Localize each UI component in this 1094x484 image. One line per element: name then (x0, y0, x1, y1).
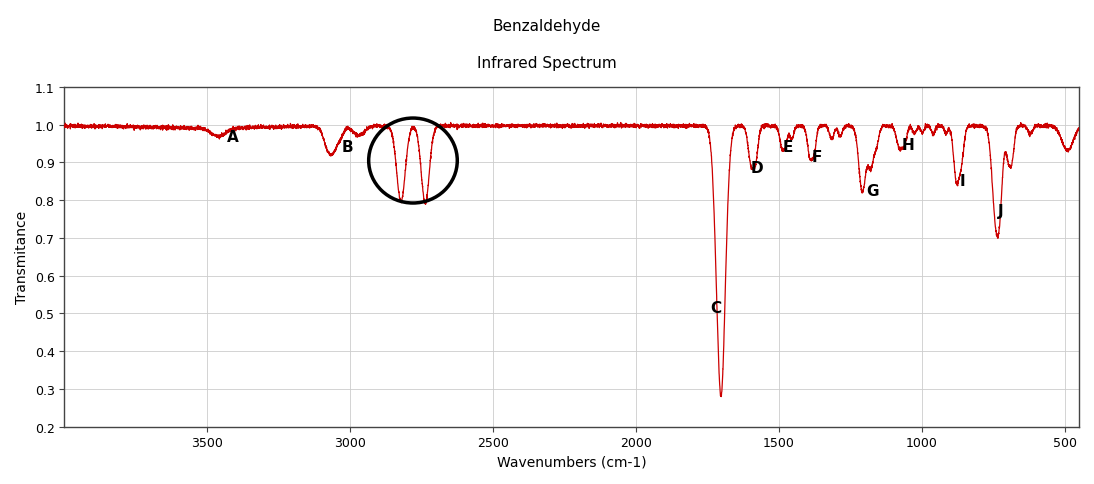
Text: B: B (341, 140, 353, 155)
Text: C: C (710, 300, 721, 315)
X-axis label: Wavenumbers (cm-1): Wavenumbers (cm-1) (497, 455, 647, 469)
Text: H: H (901, 138, 915, 153)
Text: J: J (998, 203, 1003, 218)
Text: Benzaldehyde: Benzaldehyde (492, 19, 602, 34)
Text: A: A (228, 129, 238, 144)
Y-axis label: Transmitance: Transmitance (15, 211, 30, 304)
Text: D: D (750, 161, 764, 176)
Text: I: I (959, 174, 965, 189)
Text: Infrared Spectrum: Infrared Spectrum (477, 56, 617, 71)
Text: G: G (866, 183, 878, 198)
Text: F: F (812, 149, 822, 164)
Text: E: E (782, 140, 793, 155)
